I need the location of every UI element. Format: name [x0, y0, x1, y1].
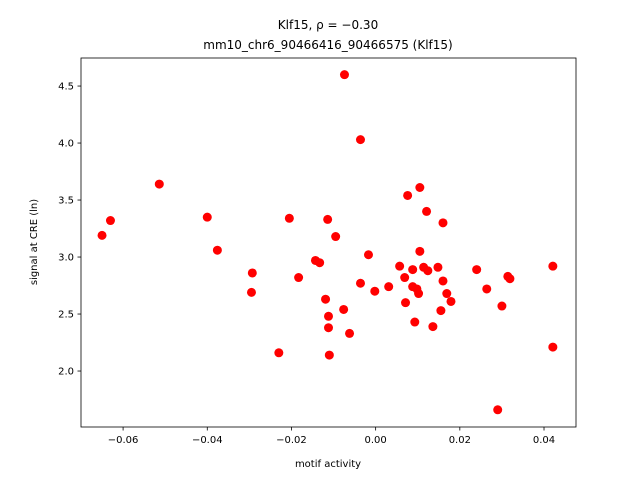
plot-frame	[80, 57, 577, 428]
data-point	[497, 301, 507, 311]
data-point	[355, 135, 365, 145]
data-point	[482, 284, 492, 294]
x-tick-label: −0.06	[108, 435, 139, 446]
data-point	[415, 182, 425, 192]
x-tick-label: 0.04	[533, 435, 555, 446]
data-point	[442, 289, 452, 299]
data-point	[438, 276, 448, 286]
data-point	[422, 206, 432, 216]
data-point	[428, 322, 438, 332]
x-tick-label: 0.02	[449, 435, 471, 446]
data-point	[294, 273, 304, 283]
data-point	[472, 265, 482, 275]
data-point	[505, 274, 515, 284]
data-point	[493, 405, 503, 415]
chart-title-line2: mm10_chr6_90466416_90466575 (Klf15)	[203, 38, 452, 52]
y-tick-label: 4.0	[58, 139, 74, 150]
data-point	[548, 261, 558, 271]
data-point	[408, 265, 418, 275]
x-axis-ticks: −0.06 −0.04 −0.02 0.00 0.02 0.04	[108, 427, 555, 446]
data-point	[324, 323, 333, 333]
data-point	[246, 287, 256, 297]
data-point	[438, 218, 448, 228]
data-point	[423, 266, 433, 276]
chart-title-line1: Klf15, ρ = −0.30	[278, 18, 378, 32]
data-point	[433, 262, 443, 272]
data-point	[415, 246, 425, 256]
data-point	[97, 230, 107, 240]
x-axis-label: motif activity	[295, 459, 361, 470]
data-point	[410, 317, 420, 327]
data-point	[274, 348, 284, 358]
data-point	[284, 213, 294, 223]
data-point	[339, 304, 349, 314]
data-point	[401, 298, 411, 308]
data-point	[212, 245, 222, 255]
data-point	[400, 273, 410, 283]
data-point	[339, 70, 349, 80]
data-point	[446, 296, 456, 306]
data-point	[315, 258, 325, 268]
y-tick-label: 2.5	[58, 310, 74, 321]
data-point	[324, 350, 334, 360]
data-point	[323, 214, 333, 224]
y-tick-label: 3.0	[58, 253, 74, 264]
x-tick-label: 0.00	[365, 435, 387, 446]
data-point	[154, 179, 164, 189]
data-point	[384, 282, 394, 292]
data-point	[395, 261, 405, 271]
y-tick-label: 3.5	[58, 196, 74, 207]
y-tick-label: 2.0	[58, 367, 74, 378]
data-points	[97, 70, 558, 415]
data-point	[355, 278, 365, 288]
data-point	[403, 190, 413, 200]
x-tick-label: −0.04	[192, 435, 223, 446]
data-point	[345, 328, 355, 338]
data-point	[324, 311, 333, 321]
data-point	[321, 294, 331, 304]
x-tick-label: −0.02	[276, 435, 307, 446]
data-point	[331, 232, 341, 242]
data-point	[363, 250, 373, 260]
y-axis-ticks: 2.0 2.5 3.0 3.5 4.0 4.5	[58, 82, 81, 378]
data-point	[202, 212, 212, 222]
data-point	[370, 286, 380, 296]
y-tick-label: 4.5	[58, 82, 74, 93]
data-point	[105, 216, 115, 226]
y-axis-label: signal at CRE (ln)	[29, 199, 40, 285]
data-point	[247, 268, 257, 278]
data-point	[436, 306, 446, 316]
data-point	[414, 289, 424, 299]
data-point	[548, 342, 558, 352]
